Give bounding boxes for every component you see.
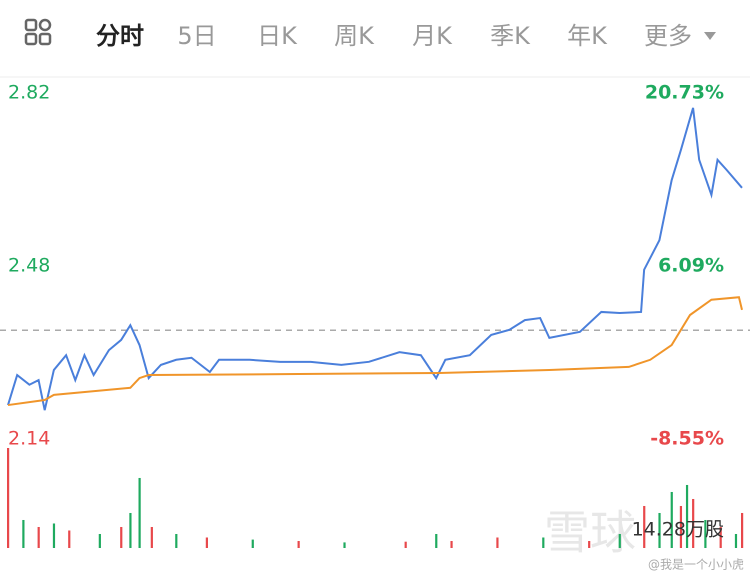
volume-bar: [98, 533, 101, 548]
y2-tick-label: -8.55%: [650, 428, 724, 450]
volume-bar: [22, 519, 25, 548]
volume-bar: [7, 448, 10, 548]
y-tick-label: 2.82: [8, 82, 50, 104]
volume-bar: [52, 523, 56, 548]
volume-bar: [251, 539, 254, 548]
volume-bar: [138, 477, 141, 548]
tab[interactable]: 年K: [567, 22, 608, 50]
volume-bar: [588, 540, 591, 548]
volume-bar: [129, 512, 132, 548]
volume-bar: [404, 541, 407, 548]
price-line: [7, 107, 743, 411]
volume-bar: [37, 526, 40, 548]
logo: 雪球: [544, 506, 636, 560]
tab[interactable]: 季K: [490, 22, 531, 50]
average-line: [7, 296, 743, 407]
volume-bar: [450, 540, 453, 548]
volume-bar: [542, 537, 545, 548]
tab[interactable]: 分时: [96, 22, 144, 50]
volume-bar: [643, 505, 646, 548]
watermark: @我是一个小小虎: [648, 558, 744, 572]
volume-bar: [205, 537, 208, 548]
y-tick-label: 2.48: [8, 255, 50, 277]
volume-bar: [297, 540, 300, 548]
volume-bar: [704, 519, 707, 548]
y2-tick-label: 20.73%: [645, 82, 724, 104]
menu-icon[interactable]: [24, 18, 52, 46]
volume-bar: [435, 533, 438, 548]
volume-bar: [68, 530, 71, 548]
y2-tick-label: 6.09%: [658, 255, 724, 277]
tab[interactable]: 5日: [177, 22, 216, 50]
volume-bar: [679, 505, 683, 548]
volume-bar: [734, 533, 738, 548]
volume-bar: [658, 512, 661, 548]
volume-bar: [343, 542, 346, 548]
tab[interactable]: 日K: [257, 22, 298, 50]
y-tick-label: 2.14: [8, 428, 50, 450]
tab[interactable]: 月K: [412, 22, 453, 50]
volume-bar: [150, 526, 153, 548]
volume-bar: [692, 498, 695, 548]
volume-max-label: 14.28万股: [632, 519, 724, 541]
volume-bar: [120, 526, 123, 548]
dropdown-arrow[interactable]: [704, 32, 716, 40]
volume-bar: [670, 491, 673, 548]
volume-bar: [175, 533, 178, 548]
volume-bar: [685, 484, 689, 548]
tab[interactable]: 更多: [644, 22, 692, 50]
volume-bar: [719, 526, 722, 548]
volume-bar: [741, 512, 744, 548]
tab[interactable]: 周K: [334, 22, 375, 50]
volume-bar: [496, 537, 499, 548]
volume-bar: [618, 533, 621, 548]
